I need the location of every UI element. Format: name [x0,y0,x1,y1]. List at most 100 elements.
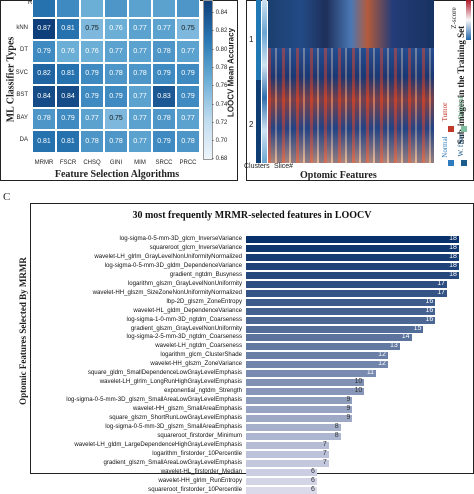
heatmap-cell: 0.81 [56,17,80,40]
colorbar-tick-label: - 0.70 [212,138,228,145]
bar [246,334,412,342]
bar-value-label: 8 [334,422,339,430]
heatmap-cell: 0.78 [128,62,152,85]
bar-value-label: 15 [413,324,422,332]
bar-category-label: gradient_glszm_SmallAreaLowGrayLevelEmph… [103,458,242,466]
colorbar [203,0,213,160]
bar [246,423,341,431]
feature-heatmap [268,48,434,163]
bar-value-label: 18 [449,261,457,269]
bar-value-label: 7 [322,449,327,457]
legend-swatch-wfilter [461,160,467,166]
bar-category-label: squareroot_firstorder_Minimum [157,431,242,439]
heatmap-cell: 0.81 [56,130,80,153]
heatmap-grid: 0.87 0.81 0.75 0.76 0.77 0.77 0.75 0.79 0.76 0.76… [32,0,200,167]
heatmap-cell: 0.78 [104,62,128,85]
heatmap-row-label: kNN [16,24,28,31]
heatmap-cell: 0.84 [56,85,80,108]
bar-value-label: 18 [449,235,457,242]
colorbar-tick-label: - 0.78 [212,64,228,71]
heatmap-column-labels: MRMR FSCR CHSQ GINI MIM SRCC PRCC [32,160,200,170]
heatmap-cell: 0.77 [152,17,176,40]
heatmap-column-label: MRMR [34,160,54,166]
heatmap-cell: 0.76 [80,40,104,63]
heatmap-cell: 0.77 [128,130,152,153]
bar-category-label: wavelet-LH_gldm_LargeDependenceHighGrayL… [74,440,242,448]
heatmap-row-label: BST [16,92,28,99]
bar-value-label: 9 [346,405,351,413]
cluster-2-label: 2 [249,120,254,129]
bar-category-label: log-sigma-1-0-mm-3D_ngtdm_Coarseness [126,315,242,323]
bar-value-label: 9 [346,414,351,421]
heatmap-cell: 0.77 [128,40,152,63]
legend-swatch-tumor [448,126,454,132]
heatmap-cell: 0.75 [104,107,128,130]
heatmap-cell [104,0,128,18]
heatmap-cell: 0.82 [32,62,56,85]
bar-value-label: 6 [311,476,315,484]
bar [246,253,459,261]
bar-category-label: log-sigma-0-5-mm-3D_glszm_SmallAreaEmpha… [105,422,242,430]
heatmap-cell [32,0,56,18]
bar-value-label: 18 [449,243,457,251]
heatmap-cell: 0.78 [152,107,176,130]
heatmap-row-label: SVC [15,69,28,76]
bar [246,244,459,252]
bar-category-label: wavelet-HH_glszm_SmallAreaEmphasis [132,405,242,413]
bar-category-label: logarithm_firstorder_10Percentile [152,449,242,457]
heatmap-column-label: GINI [109,160,123,166]
colorbar-tick-label: - 0.72 [212,119,228,126]
heatmap-cell: 0.78 [152,40,176,63]
heatmap-column-label: PRCC [179,160,197,166]
heatmap-cell: 0.79 [56,107,80,130]
bar [246,397,353,405]
colorbar-tick-label: - 0.76 [212,83,228,90]
heatmap-cell: 0.75 [176,17,200,40]
bar [246,316,436,324]
bar-category-label: wavelet-HH_glszm_SizeZoneNonUniformityNo… [92,288,242,296]
heatmap-row-label: DT [20,47,28,54]
heatmap-cell: 0.79 [176,62,200,85]
heatmap-cell: 0.77 [176,107,200,130]
colorbar-ticks: - 0.84 - 0.82 - 0.80 - 0.78 - 0.76 - 0.74 - 0.… [212,0,234,163]
bar [246,361,388,369]
bar [246,415,353,422]
heatmap-cell: 0.78 [176,130,200,153]
panel-c-letter: C [3,191,11,203]
bar [246,352,388,360]
heatmap-cell: 0.83 [152,85,176,108]
bar-category-label: gradient_glszm_GrayLevelNonUniformity [130,324,242,332]
colorbar-tick-label: - 0.80 [212,46,228,53]
bar-category-label: log-sigma-0-5-mm-3D_glszm_SmallAreaLowGr… [66,396,242,404]
bar-category-label: wavelet-HH_glszm_ZoneVariance [150,360,242,368]
bar-value-label: 6 [311,467,315,475]
heatmap-cell: 0.76 [104,17,128,40]
heatmap-x-axis-title: Feature Selection Algorithms [54,169,180,180]
heatmap-cell: 0.79 [80,85,104,108]
heatmap-cell: 0.78 [80,130,104,153]
heatmap-cell: 0.76 [56,40,80,63]
bar [246,298,436,306]
heatmap-cell: 0.78 [32,107,56,130]
bar [246,450,329,458]
heatmap-cell: 0.81 [32,130,56,153]
bar-category-label: wavelet-LH_glrlm_LongRunHighGrayLevelEmp… [99,378,242,386]
bar [246,370,377,378]
colorbar-tick-label: - 0.82 [212,28,228,35]
bar [246,307,436,315]
heatmap-column-label: CHSQ [83,160,101,166]
bar-category-label: wavelet-HH_glrlm_RunEntropy [158,476,242,484]
heatmap-cell [128,0,152,18]
bar-value-label: 17 [437,279,446,287]
bar-category-label: wavelet-LH_ngtdm_Coarseness [155,342,242,350]
heatmap-cell: 0.77 [128,85,152,108]
bar-value-label: 16 [425,306,434,314]
bar-value-label: 10 [354,378,363,386]
bar-value-label: 9 [346,396,351,404]
colorbar-tick-label: - 0.74 [212,101,228,108]
bar-category-label: gradient_ngtdm_Busyness [169,270,242,278]
zscore-colorbar [466,0,471,40]
colorbar-tick-label: - 0.68 [212,156,228,163]
heatmap-cell: 0.79 [176,85,200,108]
cluster-1-label: 1 [249,35,254,44]
